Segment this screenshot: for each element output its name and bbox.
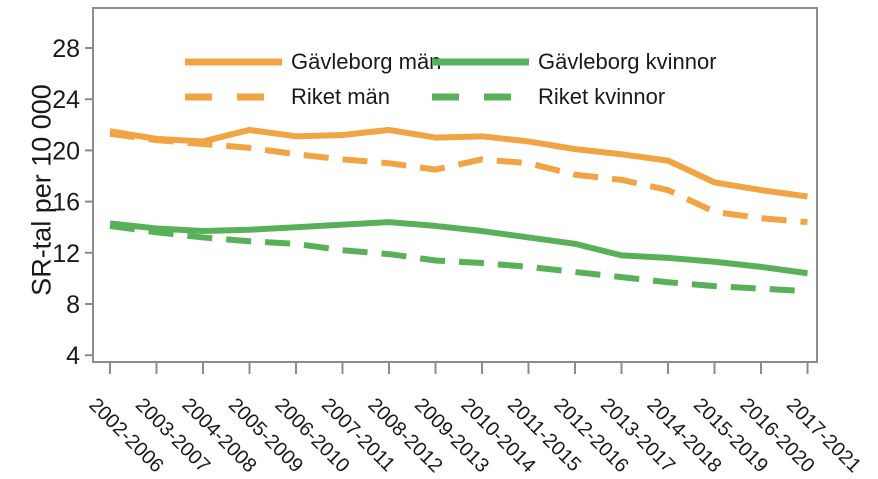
series-line-riket-m-n [109, 130, 808, 226]
y-tick-label: 20 [52, 137, 80, 165]
y-tick-label: 4 [66, 342, 80, 370]
series-line-g-vleborg-kvinnor [109, 219, 808, 277]
y-tick-label: 16 [52, 189, 80, 217]
series-line-riket-kvinnor [109, 222, 808, 295]
y-tick-label: 12 [52, 240, 80, 268]
plot-frame [92, 7, 818, 363]
y-tick-label: 24 [52, 86, 80, 114]
series-line-g-vleborg-m-n [109, 126, 808, 200]
y-tick-label: 8 [66, 291, 80, 319]
y-tick-label: 28 [52, 35, 80, 63]
